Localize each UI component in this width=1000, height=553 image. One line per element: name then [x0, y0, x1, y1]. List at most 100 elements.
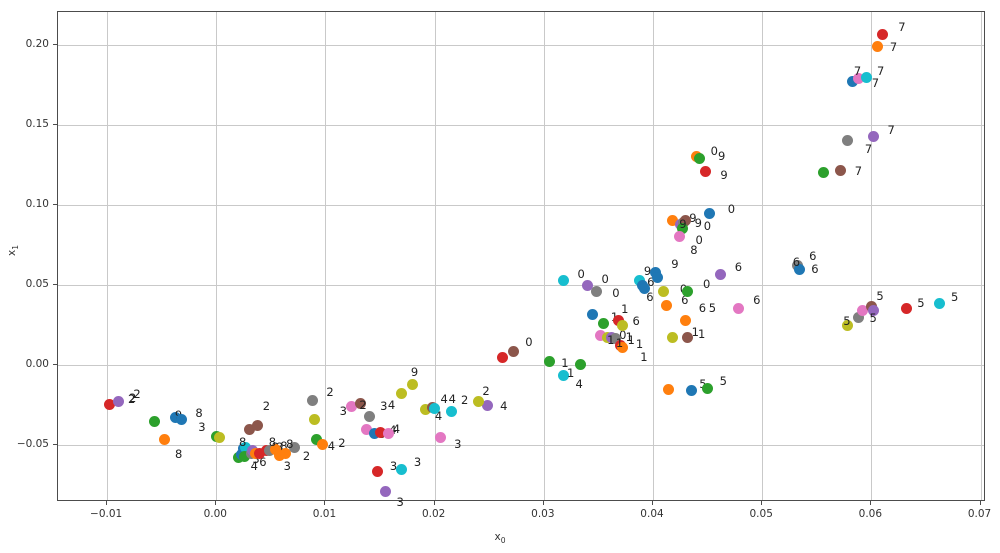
point-annotation: 6 — [792, 254, 801, 269]
point-annotation: 6 — [259, 455, 267, 470]
x-gridline — [216, 12, 218, 500]
scatter-point — [900, 303, 912, 315]
point-annotation: 3 — [389, 458, 398, 473]
scatter-point — [372, 466, 384, 478]
scatter-point — [383, 427, 395, 439]
point-annotation: 1 — [697, 326, 706, 341]
scatter-point — [694, 153, 706, 165]
point-annotation: 3 — [283, 458, 291, 473]
point-annotation: 1 — [607, 332, 615, 347]
y-tick-mark — [53, 364, 57, 366]
x-gridline — [871, 12, 873, 500]
plot-area: 2289836382488832242323844333494443242014… — [57, 11, 985, 509]
scatter-point — [575, 359, 587, 371]
scatter-point — [420, 404, 432, 416]
point-annotation: 5 — [917, 295, 925, 310]
scatter-point — [868, 305, 880, 317]
scatter-point — [616, 319, 628, 331]
x-gridline — [653, 12, 654, 500]
point-annotation: 9 — [689, 211, 697, 226]
x-gridline — [543, 12, 545, 500]
scatter-point — [852, 72, 864, 84]
scatter-point — [590, 286, 602, 298]
scatter-point — [148, 416, 160, 428]
point-annotation: 1 — [640, 349, 648, 364]
point-annotation: 7 — [887, 122, 895, 137]
point-annotation: 9 — [671, 257, 679, 272]
scatter-point — [680, 214, 692, 226]
y-tick-mark — [53, 444, 57, 446]
scatter-point — [587, 308, 599, 320]
scatter-point — [112, 395, 124, 407]
scatter-point — [481, 399, 493, 411]
point-annotation: 2 — [359, 397, 367, 412]
point-annotation: 5 — [876, 289, 884, 304]
point-annotation: 9 — [410, 365, 419, 380]
point-annotation: 2 — [326, 384, 334, 399]
x-gridline — [107, 12, 109, 500]
scatter-point — [214, 431, 226, 443]
point-annotation: 3 — [413, 454, 422, 469]
x-tick-label: 0.06 — [858, 508, 883, 520]
scatter-point — [243, 424, 255, 436]
point-annotation: 2 — [461, 392, 469, 407]
point-annotation: 0 — [727, 201, 736, 216]
x-tick-mark — [979, 501, 981, 505]
point-annotation: 8 — [280, 438, 288, 453]
y-tick-mark — [53, 43, 57, 45]
y-tick-label: 0.20 — [25, 37, 49, 50]
point-annotation: 7 — [871, 75, 880, 90]
point-annotation: 6 — [698, 301, 707, 316]
scatter-point — [680, 314, 692, 326]
scatter-point — [309, 414, 321, 426]
point-annotation: 0 — [577, 267, 585, 282]
scatter-point — [429, 402, 441, 414]
y-tick-mark — [53, 123, 57, 125]
scatter-point — [346, 401, 358, 413]
point-annotation: 1 — [561, 356, 569, 371]
point-annotation: 0 — [703, 219, 712, 234]
scatter-point — [396, 388, 408, 400]
point-annotation: 6 — [681, 292, 689, 307]
point-annotation: 8 — [268, 434, 277, 449]
point-annotation: 9 — [679, 217, 687, 232]
scatter-point — [396, 464, 408, 476]
point-annotation: 2 — [128, 390, 137, 405]
scatter-point — [252, 420, 264, 432]
point-annotation: 9 — [720, 167, 728, 182]
y-axis-label: x1 — [6, 244, 21, 256]
y-gridline — [58, 285, 984, 287]
x-tick-label: 0.05 — [749, 508, 773, 520]
point-annotation: 3 — [380, 399, 388, 414]
x-tick-mark — [870, 501, 872, 505]
point-annotation: 4 — [434, 408, 443, 423]
point-annotation: 1 — [615, 335, 624, 350]
scatter-point — [239, 450, 251, 462]
scatter-point — [543, 355, 555, 367]
x-tick-label: 0.00 — [203, 508, 227, 520]
x-tick-mark — [215, 501, 217, 505]
point-annotation: 7 — [854, 164, 863, 179]
x-tick-mark — [324, 501, 326, 505]
point-annotation: 7 — [889, 40, 898, 55]
point-annotation: 0 — [612, 285, 620, 300]
point-annotation: 3 — [454, 437, 462, 452]
y-tick-label: 0.05 — [25, 278, 49, 291]
scatter-point — [682, 285, 694, 297]
point-annotation: 6 — [647, 275, 655, 290]
point-annotation: 8 — [239, 434, 247, 449]
scatter-point — [699, 166, 711, 178]
point-annotation: 1 — [625, 329, 633, 344]
point-annotation: 2 — [262, 398, 271, 413]
point-annotation: 0 — [619, 328, 627, 343]
scatter-point — [872, 40, 884, 52]
scatter-point — [676, 223, 688, 235]
scatter-point — [835, 164, 847, 176]
scatter-point — [673, 231, 685, 243]
point-annotation: 2 — [302, 448, 311, 463]
scatter-point — [638, 283, 650, 295]
scatter-point — [472, 396, 484, 408]
scatter-point — [852, 311, 864, 323]
scatter-point — [380, 486, 392, 498]
point-annotation: 0 — [525, 335, 533, 350]
